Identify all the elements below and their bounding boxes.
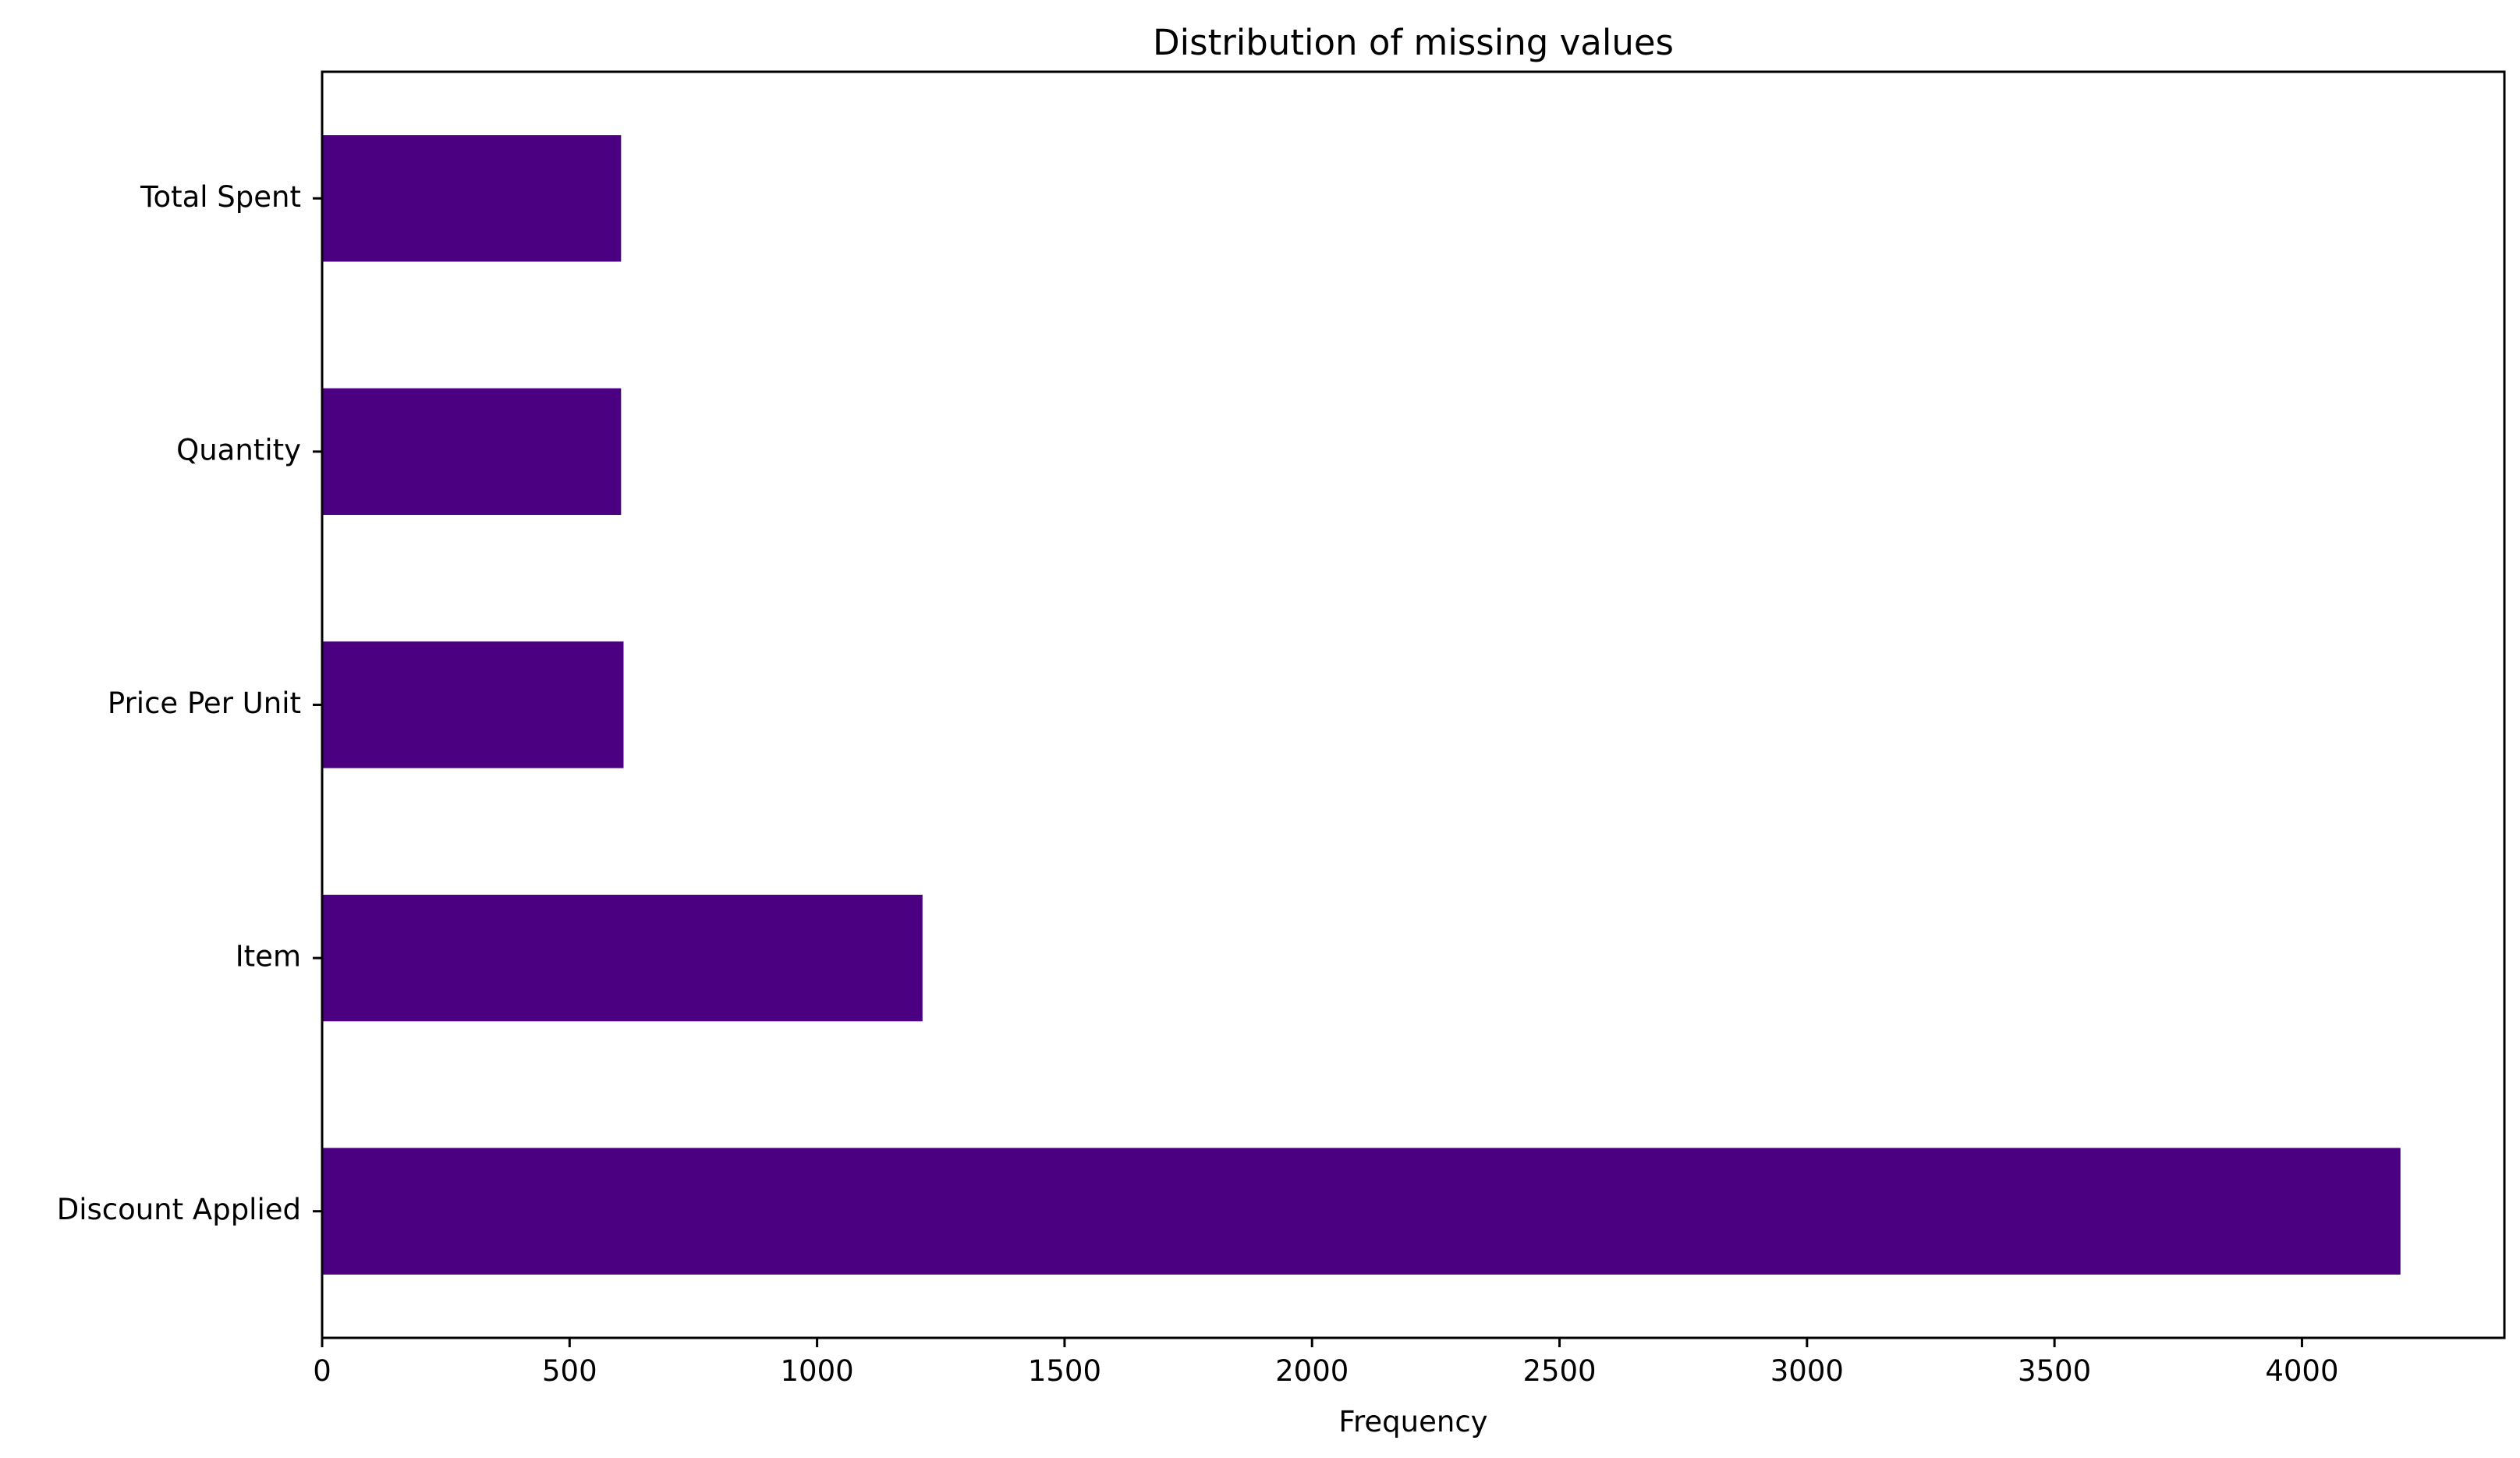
- x-tick-label: 3000: [1770, 1354, 1844, 1388]
- x-tick-label: 0: [313, 1354, 331, 1388]
- x-tick-label: 500: [542, 1354, 597, 1388]
- x-tick-label: 3500: [2018, 1354, 2091, 1388]
- x-axis-label: Frequency: [1338, 1405, 1487, 1438]
- bars-group: [322, 135, 2401, 1275]
- x-tick-label: 1000: [781, 1354, 854, 1388]
- y-tick-label: Quantity: [176, 433, 301, 466]
- bar-item: [322, 894, 923, 1022]
- x-axis: 0 500 1000 1500 2000 2500 3000 3500 4000: [313, 1338, 2339, 1388]
- chart-title: Distribution of missing values: [1153, 22, 1674, 63]
- y-tick-label: Item: [236, 940, 301, 974]
- y-tick-label: Discount Applied: [57, 1193, 301, 1226]
- x-tick-label: 2500: [1522, 1354, 1596, 1388]
- x-tick-label: 1500: [1028, 1354, 1101, 1388]
- bar-quantity: [322, 388, 622, 516]
- bar-discount-applied: [322, 1148, 2401, 1275]
- bar-price-per-unit: [322, 641, 624, 768]
- bar-total-spent: [322, 135, 622, 262]
- y-tick-label: Price Per Unit: [108, 686, 301, 720]
- y-tick-label: Total Spent: [140, 180, 301, 214]
- x-tick-label: 2000: [1275, 1354, 1349, 1388]
- y-axis: Discount Applied Item Price Per Unit Quanti…: [57, 180, 322, 1226]
- x-tick-label: 4000: [2265, 1354, 2338, 1388]
